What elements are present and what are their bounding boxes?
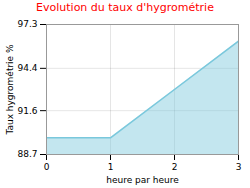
svg-text:1: 1 [108,162,114,172]
svg-text:94.4: 94.4 [17,63,37,73]
html-text:Evolution du taux d'hygrométri: Evolution du taux d'hygrométrie [36,1,214,14]
svg-text:2: 2 [172,162,178,172]
svg-text:3: 3 [236,162,242,172]
svg-text:88.7: 88.7 [17,149,37,159]
svg-text:Taux hygrométrie %: Taux hygrométrie % [5,44,15,136]
svg-text:0: 0 [44,162,50,172]
svg-text:91.6: 91.6 [17,106,37,116]
svg-text:heure par heure: heure par heure [106,175,179,185]
svg-text:97.3: 97.3 [17,19,37,29]
